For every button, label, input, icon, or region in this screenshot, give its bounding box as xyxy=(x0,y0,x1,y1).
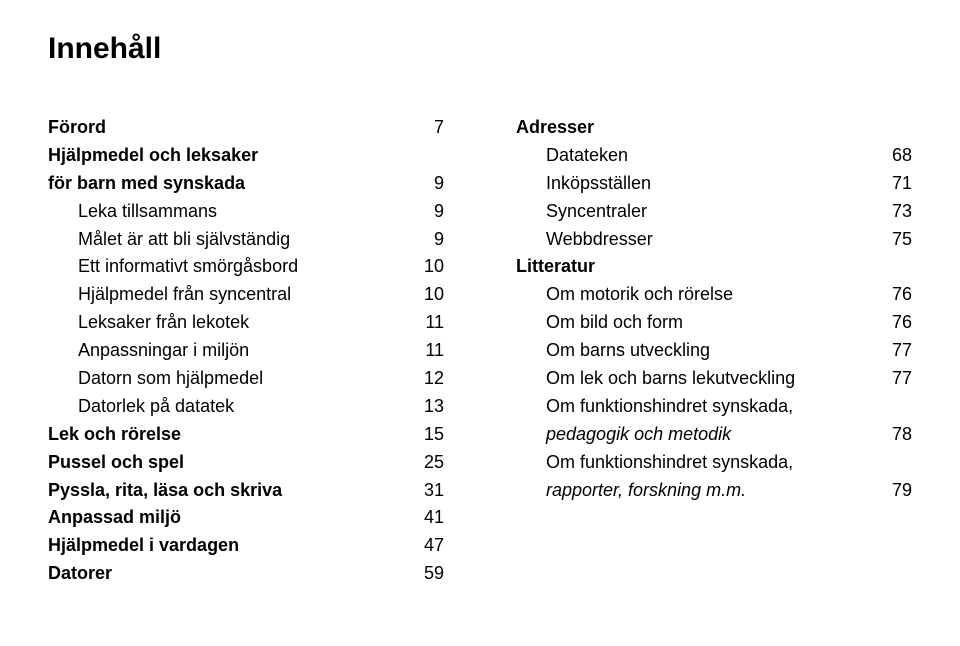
columns: Förord 7 Hjälpmedel och leksakerför barn m… xyxy=(48,114,912,588)
page: Innehåll Förord 7 Hjälpmedel och leksakerf… xyxy=(0,0,960,646)
toc-label: Syncentraler xyxy=(516,198,647,226)
toc-label: Målet är att bli självständig xyxy=(48,226,290,254)
toc-label: Datateken xyxy=(516,142,628,170)
toc-label: Datorer xyxy=(48,560,112,588)
toc-row: Om funktionshindret synskada, xyxy=(516,449,912,477)
toc-label: rapporter, forskning m.m. xyxy=(516,477,746,505)
toc-label: Om motorik och rörelse xyxy=(516,281,733,309)
toc-page-number: 12 xyxy=(408,365,444,393)
toc-page-number: 9 xyxy=(408,170,444,198)
toc-row: Om lek och barns lekutveckling 77 xyxy=(516,365,912,393)
toc-label: Litteratur xyxy=(516,253,595,281)
toc-label: Inköpsställen xyxy=(516,170,651,198)
toc-page-number: 15 xyxy=(408,421,444,449)
toc-label: Anpassningar i miljön xyxy=(48,337,249,365)
toc-page-number: 79 xyxy=(876,477,912,505)
toc-page-number: 9 xyxy=(408,226,444,254)
toc-row: Leksaker från lekotek 11 xyxy=(48,309,444,337)
toc-label: Om lek och barns lekutveckling xyxy=(516,365,795,393)
toc-label: Om bild och form xyxy=(516,309,683,337)
toc-label: Datorn som hjälpmedel xyxy=(48,365,263,393)
toc-page-number: 10 xyxy=(408,281,444,309)
toc-label: Adresser xyxy=(516,114,594,142)
toc-row: Om motorik och rörelse 76 xyxy=(516,281,912,309)
toc-row: Hjälpmedel från syncentral 10 xyxy=(48,281,444,309)
toc-page-number: 10 xyxy=(408,253,444,281)
toc-row: Litteratur xyxy=(516,253,912,281)
toc-row: Lek och rörelse 15 xyxy=(48,421,444,449)
toc-page-number: 25 xyxy=(408,449,444,477)
toc-page-number: 75 xyxy=(876,226,912,254)
toc-label: Om barns utveckling xyxy=(516,337,710,365)
toc-page-number: 41 xyxy=(408,504,444,532)
toc-row: Datateken 68 xyxy=(516,142,912,170)
toc-page-number: 78 xyxy=(876,421,912,449)
toc-page-number: 11 xyxy=(408,337,444,365)
toc-row: Om bild och form 76 xyxy=(516,309,912,337)
toc-page-number: 71 xyxy=(876,170,912,198)
toc-left-column: Förord 7 Hjälpmedel och leksakerför barn m… xyxy=(48,114,444,588)
toc-row: Datorer 59 xyxy=(48,560,444,588)
toc-page-number: 11 xyxy=(408,309,444,337)
toc-row: Hjälpmedel i vardagen 47 xyxy=(48,532,444,560)
toc-label: pedagogik och metodik xyxy=(516,421,731,449)
toc-label: Pussel och spel xyxy=(48,449,184,477)
toc-label: Lek och rörelse xyxy=(48,421,181,449)
toc-row: för barn med synskada 9 xyxy=(48,170,444,198)
toc-row: Hjälpmedel och leksaker xyxy=(48,142,444,170)
toc-label: Webbdresser xyxy=(516,226,653,254)
toc-row: Adresser xyxy=(516,114,912,142)
toc-row: Datorn som hjälpmedel 12 xyxy=(48,365,444,393)
toc-page-number: 77 xyxy=(876,337,912,365)
toc-page-number: 59 xyxy=(408,560,444,588)
toc-page-number: 68 xyxy=(876,142,912,170)
toc-label: Förord xyxy=(48,114,106,142)
toc-row: pedagogik och metodik 78 xyxy=(516,421,912,449)
toc-page-number: 31 xyxy=(408,477,444,505)
toc-row: Pussel och spel 25 xyxy=(48,449,444,477)
toc-row: rapporter, forskning m.m. 79 xyxy=(516,477,912,505)
toc-row: Anpassad miljö 41 xyxy=(48,504,444,532)
toc-label: Om funktionshindret synskada, xyxy=(516,393,793,421)
toc-label: Leksaker från lekotek xyxy=(48,309,249,337)
toc-label: Hjälpmedel i vardagen xyxy=(48,532,239,560)
toc-row: Om funktionshindret synskada, xyxy=(516,393,912,421)
toc-label: Hjälpmedel och leksaker xyxy=(48,142,258,170)
toc-row: Inköpsställen 71 xyxy=(516,170,912,198)
toc-row: Ett informativt smörgåsbord 10 xyxy=(48,253,444,281)
toc-page-number: 7 xyxy=(408,114,444,142)
toc-page-number: 47 xyxy=(408,532,444,560)
toc-row: Datorlek på datatek 13 xyxy=(48,393,444,421)
toc-page-number: 73 xyxy=(876,198,912,226)
toc-right-column: AdresserDatateken68Inköpsställen71Syncen… xyxy=(516,114,912,588)
toc-row: Förord 7 xyxy=(48,114,444,142)
toc-label: Om funktionshindret synskada, xyxy=(516,449,793,477)
toc-label: Hjälpmedel från syncentral xyxy=(48,281,291,309)
toc-page-number: 13 xyxy=(408,393,444,421)
toc-row: Om barns utveckling 77 xyxy=(516,337,912,365)
toc-label: Leka tillsammans xyxy=(48,198,217,226)
toc-label: Datorlek på datatek xyxy=(48,393,234,421)
toc-label: för barn med synskada xyxy=(48,170,245,198)
toc-page-number: 76 xyxy=(876,281,912,309)
toc-row: Syncentraler 73 xyxy=(516,198,912,226)
toc-label: Ett informativt smörgåsbord xyxy=(48,253,298,281)
toc-label: Pyssla, rita, läsa och skriva xyxy=(48,477,282,505)
toc-row: Leka tillsammans 9 xyxy=(48,198,444,226)
toc-page-number: 9 xyxy=(408,198,444,226)
toc-page-number: 76 xyxy=(876,309,912,337)
toc-page-number: 77 xyxy=(876,365,912,393)
toc-row: Pyssla, rita, läsa och skriva 31 xyxy=(48,477,444,505)
page-title: Innehåll xyxy=(48,32,912,66)
toc-row: Webbdresser 75 xyxy=(516,226,912,254)
toc-row: Målet är att bli självständig 9 xyxy=(48,226,444,254)
toc-label: Anpassad miljö xyxy=(48,504,181,532)
toc-row: Anpassningar i miljön 11 xyxy=(48,337,444,365)
